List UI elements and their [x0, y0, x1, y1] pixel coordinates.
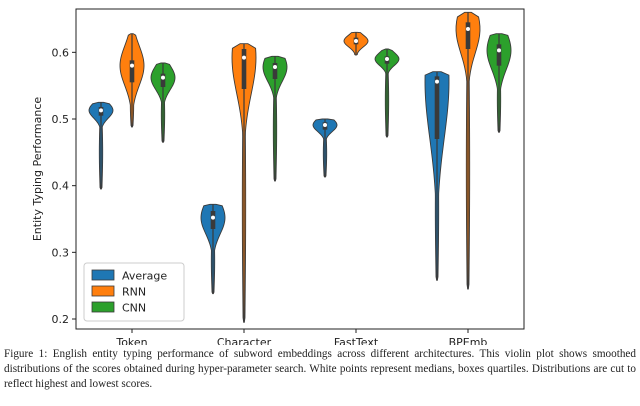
- violin-cnn-token: [150, 62, 176, 143]
- violin-rnn-token: [119, 33, 145, 128]
- violin-chart: 0.2 0.3 0.4 0.5 0.6 Token Character FastText BP…: [31, 8, 525, 345]
- violin-median-point: [242, 55, 246, 60]
- violin-average-character: [200, 203, 226, 295]
- violin-quartile-box: [241, 49, 247, 89]
- x-tick-label-character: Character: [217, 336, 272, 345]
- violin-average-token: [88, 101, 114, 190]
- x-axis: Token Character FastText BPEmb: [115, 329, 487, 345]
- legend: Average RNN CNN: [83, 262, 185, 322]
- violin-median-point: [273, 65, 277, 69]
- legend-swatch-cnn: [91, 301, 115, 313]
- legend-swatch-average: [91, 269, 115, 281]
- violin-median-point: [323, 123, 327, 127]
- y-tick-label: 0.2: [52, 313, 70, 326]
- violin-median-point: [161, 75, 165, 80]
- y-tick-label: 0.6: [52, 46, 70, 59]
- y-tick-label: 0.4: [52, 180, 70, 193]
- figure-caption: Figure 1: English entity typing performa…: [4, 348, 636, 390]
- violin-median-point: [99, 108, 103, 113]
- violin-quartile-box: [210, 211, 216, 229]
- y-axis: 0.2 0.3 0.4 0.5 0.6: [52, 46, 76, 326]
- violin-median-point: [466, 27, 470, 31]
- y-tick-label: 0.5: [52, 113, 70, 126]
- legend-swatch-rnn: [91, 285, 115, 297]
- x-tick-label-bpemb: BPEmb: [449, 336, 488, 345]
- violin-quartile-box: [272, 63, 278, 79]
- legend-label-rnn: RNN: [122, 286, 146, 299]
- violin-quartile-box: [160, 73, 166, 87]
- violin-median-point: [497, 48, 501, 53]
- violin-median-point: [385, 57, 389, 61]
- violin-average-bpemb: [424, 71, 450, 281]
- violin-median-point: [211, 215, 215, 220]
- violin-quartile-box: [496, 44, 502, 66]
- plot-frame: [75, 8, 525, 330]
- violin-cnn-bpemb: [486, 33, 512, 133]
- violin-rnn-fasttext: [343, 31, 369, 56]
- y-tick-label: 0.3: [52, 246, 70, 259]
- legend-label-cnn: CNN: [122, 302, 146, 315]
- x-tick-label-token: Token: [115, 336, 147, 345]
- violins-layer: [88, 11, 512, 323]
- violin-median-point: [354, 39, 358, 43]
- violin-cnn-character: [262, 55, 288, 182]
- violin-rnn-bpemb: [455, 11, 481, 290]
- legend-label-average: Average: [122, 270, 167, 283]
- violin-median-point: [130, 63, 134, 68]
- violin-quartile-box: [465, 22, 471, 49]
- violin-median-point: [435, 79, 439, 84]
- violin-quartile-box: [129, 60, 135, 83]
- violin-rnn-character: [231, 43, 257, 323]
- violin-cnn-fasttext: [374, 48, 400, 138]
- y-axis-label: Entity Typing Performance: [31, 97, 44, 242]
- x-tick-label-fasttext: FastText: [334, 336, 379, 345]
- violin-quartile-box: [434, 76, 440, 139]
- violin-average-fasttext: [312, 118, 338, 178]
